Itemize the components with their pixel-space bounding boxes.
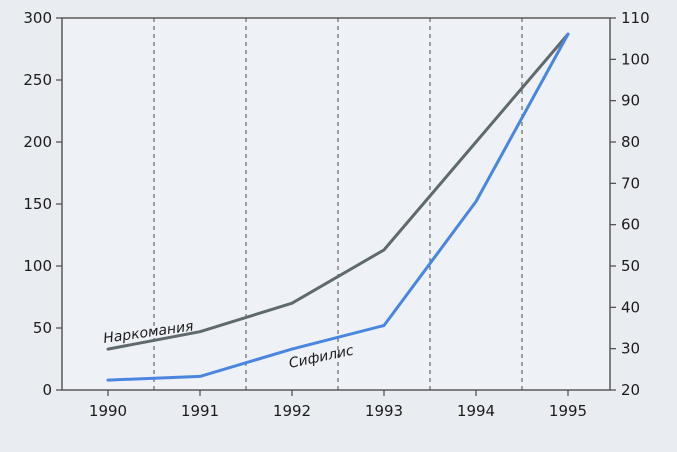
right-tick-label: 40	[621, 298, 640, 316]
x-tick-label: 1995	[549, 402, 587, 420]
x-tick-label: 1991	[181, 402, 219, 420]
left-tick-label: 200	[23, 133, 52, 151]
right-tick-label: 60	[621, 216, 640, 234]
vertical-grid	[153, 18, 523, 390]
right-tick-label: 30	[621, 340, 640, 358]
right-tick-label: 50	[621, 257, 640, 275]
right-tick-label: 100	[621, 50, 650, 68]
right-tick-label: 110	[621, 9, 650, 27]
left-tick-label: 100	[23, 257, 52, 275]
x-tick-label: 1992	[273, 402, 311, 420]
series-lines	[106, 32, 570, 382]
right-axis: 20 30 40 50 60 70 80 90 100 110	[610, 9, 650, 399]
right-tick-label: 80	[621, 133, 640, 151]
left-tick-label: 150	[23, 195, 52, 213]
series-line-0	[106, 32, 570, 351]
left-tick-label: 250	[23, 71, 52, 89]
x-axis: 1990 1991 1992 1993 1994 1995	[89, 390, 587, 420]
x-tick-label: 1993	[365, 402, 403, 420]
x-tick-label: 1990	[89, 402, 127, 420]
left-tick-label: 50	[33, 319, 52, 337]
left-tick-label: 0	[42, 381, 52, 399]
right-tick-label: 70	[621, 174, 640, 192]
plot-area	[61, 17, 611, 391]
left-axis: 0 50 100 150 200 250 300	[23, 9, 62, 399]
series-line-1	[106, 32, 570, 382]
right-tick-label: 90	[621, 92, 640, 110]
x-tick-label: 1994	[457, 402, 495, 420]
left-tick-label: 300	[23, 9, 52, 27]
right-tick-label: 20	[621, 381, 640, 399]
